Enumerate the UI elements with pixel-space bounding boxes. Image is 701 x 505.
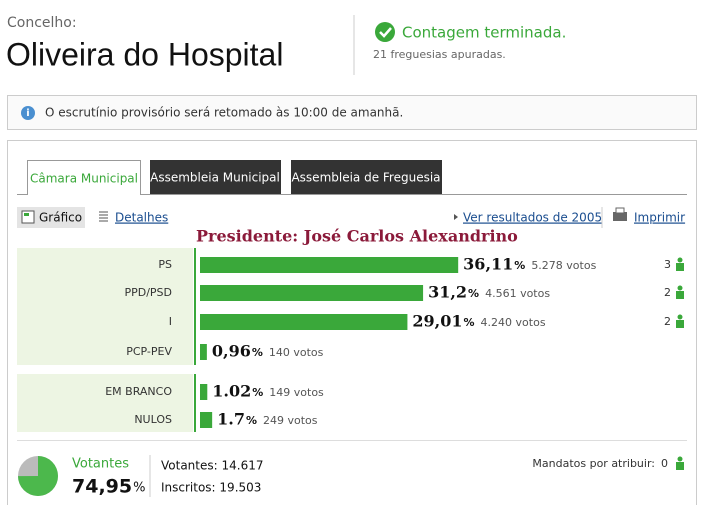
votes: 5.278 votos <box>531 259 596 272</box>
annotation: Presidente: José Carlos Alexandrino <box>196 227 518 246</box>
percent-unit: % <box>246 414 257 427</box>
notice: O escrutínio provisório será retomado às… <box>45 106 403 120</box>
percent-label: 31,2 <box>428 283 467 302</box>
tab[interactable]: Assembleia de Freguesia <box>291 171 440 185</box>
tab[interactable]: Câmara Municipal <box>30 172 138 186</box>
turnout-label: Votantes <box>72 457 129 472</box>
chart-button-label[interactable]: Gráfico <box>39 211 82 225</box>
bar <box>200 412 213 428</box>
mandates: 2 <box>664 315 671 328</box>
previous-link[interactable]: Ver resultados de 2005 <box>463 211 602 225</box>
bar <box>200 257 459 273</box>
check-icon <box>375 22 395 42</box>
print-link[interactable]: Imprimir <box>634 211 685 225</box>
tab-active[interactable] <box>27 160 141 195</box>
person-icon <box>677 314 683 320</box>
details-icon <box>99 211 108 222</box>
percent-unit: % <box>468 287 479 300</box>
mandates: 2 <box>664 286 671 299</box>
check-mark <box>379 27 392 38</box>
votes: 4.561 votos <box>485 287 550 300</box>
votes: 4.240 votos <box>481 316 546 329</box>
percent-unit: % <box>514 259 525 272</box>
status: Contagem terminada. <box>402 24 566 42</box>
party-name: PCP-PEV <box>126 345 172 358</box>
tab-bg[interactable] <box>150 160 281 194</box>
notice-box <box>7 95 697 130</box>
party-name: I <box>169 315 172 328</box>
info-icon <box>21 106 35 120</box>
tab[interactable]: Assembleia Municipal <box>150 171 280 185</box>
chart-icon-bar <box>24 213 29 216</box>
print-icon <box>613 212 627 221</box>
arrow-icon <box>454 214 458 220</box>
bar <box>200 285 424 301</box>
party-name: PS <box>158 258 172 271</box>
percent-label: 1.7 <box>217 410 245 429</box>
turnout-value: 74,95 <box>72 476 132 498</box>
mandates: 3 <box>664 258 671 271</box>
voters: Votantes: 14.617 <box>161 459 263 473</box>
label-column <box>17 374 193 432</box>
info-glyph: i <box>26 108 29 119</box>
percent-label: 1.02 <box>212 382 251 401</box>
party-name: NULOS <box>134 413 172 426</box>
person-icon <box>677 257 683 263</box>
pending-value: 0 <box>661 457 668 470</box>
label-column <box>17 248 193 365</box>
votes: 249 votos <box>263 414 318 427</box>
percent-unit: % <box>464 316 475 329</box>
substatus: 21 freguesias apuradas. <box>373 48 506 61</box>
percent-unit: % <box>252 386 263 399</box>
header-title: Oliveira do Hospital <box>6 36 283 72</box>
turnout-pie <box>18 456 58 496</box>
person-icon <box>676 263 684 271</box>
bar <box>200 314 408 330</box>
person-icon <box>676 291 684 299</box>
percent-label: 0,96 <box>212 342 251 361</box>
bar <box>200 384 208 400</box>
party-name: EM BRANCO <box>105 385 172 398</box>
pending-label: Mandatos por atribuir: <box>532 457 655 470</box>
print-icon-paper <box>615 207 625 214</box>
turnout-unit: % <box>133 481 145 496</box>
party-name: PPD/PSD <box>124 286 172 299</box>
votes: 140 votos <box>269 346 324 359</box>
header-label: Concelho: <box>7 15 77 31</box>
percent-unit: % <box>252 346 263 359</box>
tab-bg[interactable] <box>291 160 442 194</box>
percent-label: 36,11 <box>463 255 513 274</box>
person-icon <box>677 456 683 462</box>
details-link[interactable]: Detalhes <box>115 211 168 225</box>
person-icon <box>676 462 684 470</box>
registered: Inscritos: 19.503 <box>161 481 261 495</box>
bar <box>200 344 207 360</box>
votes: 149 votos <box>269 386 324 399</box>
percent-label: 29,01 <box>412 312 462 331</box>
person-icon <box>677 285 683 291</box>
person-icon <box>676 320 684 328</box>
chart-icon <box>21 210 35 224</box>
